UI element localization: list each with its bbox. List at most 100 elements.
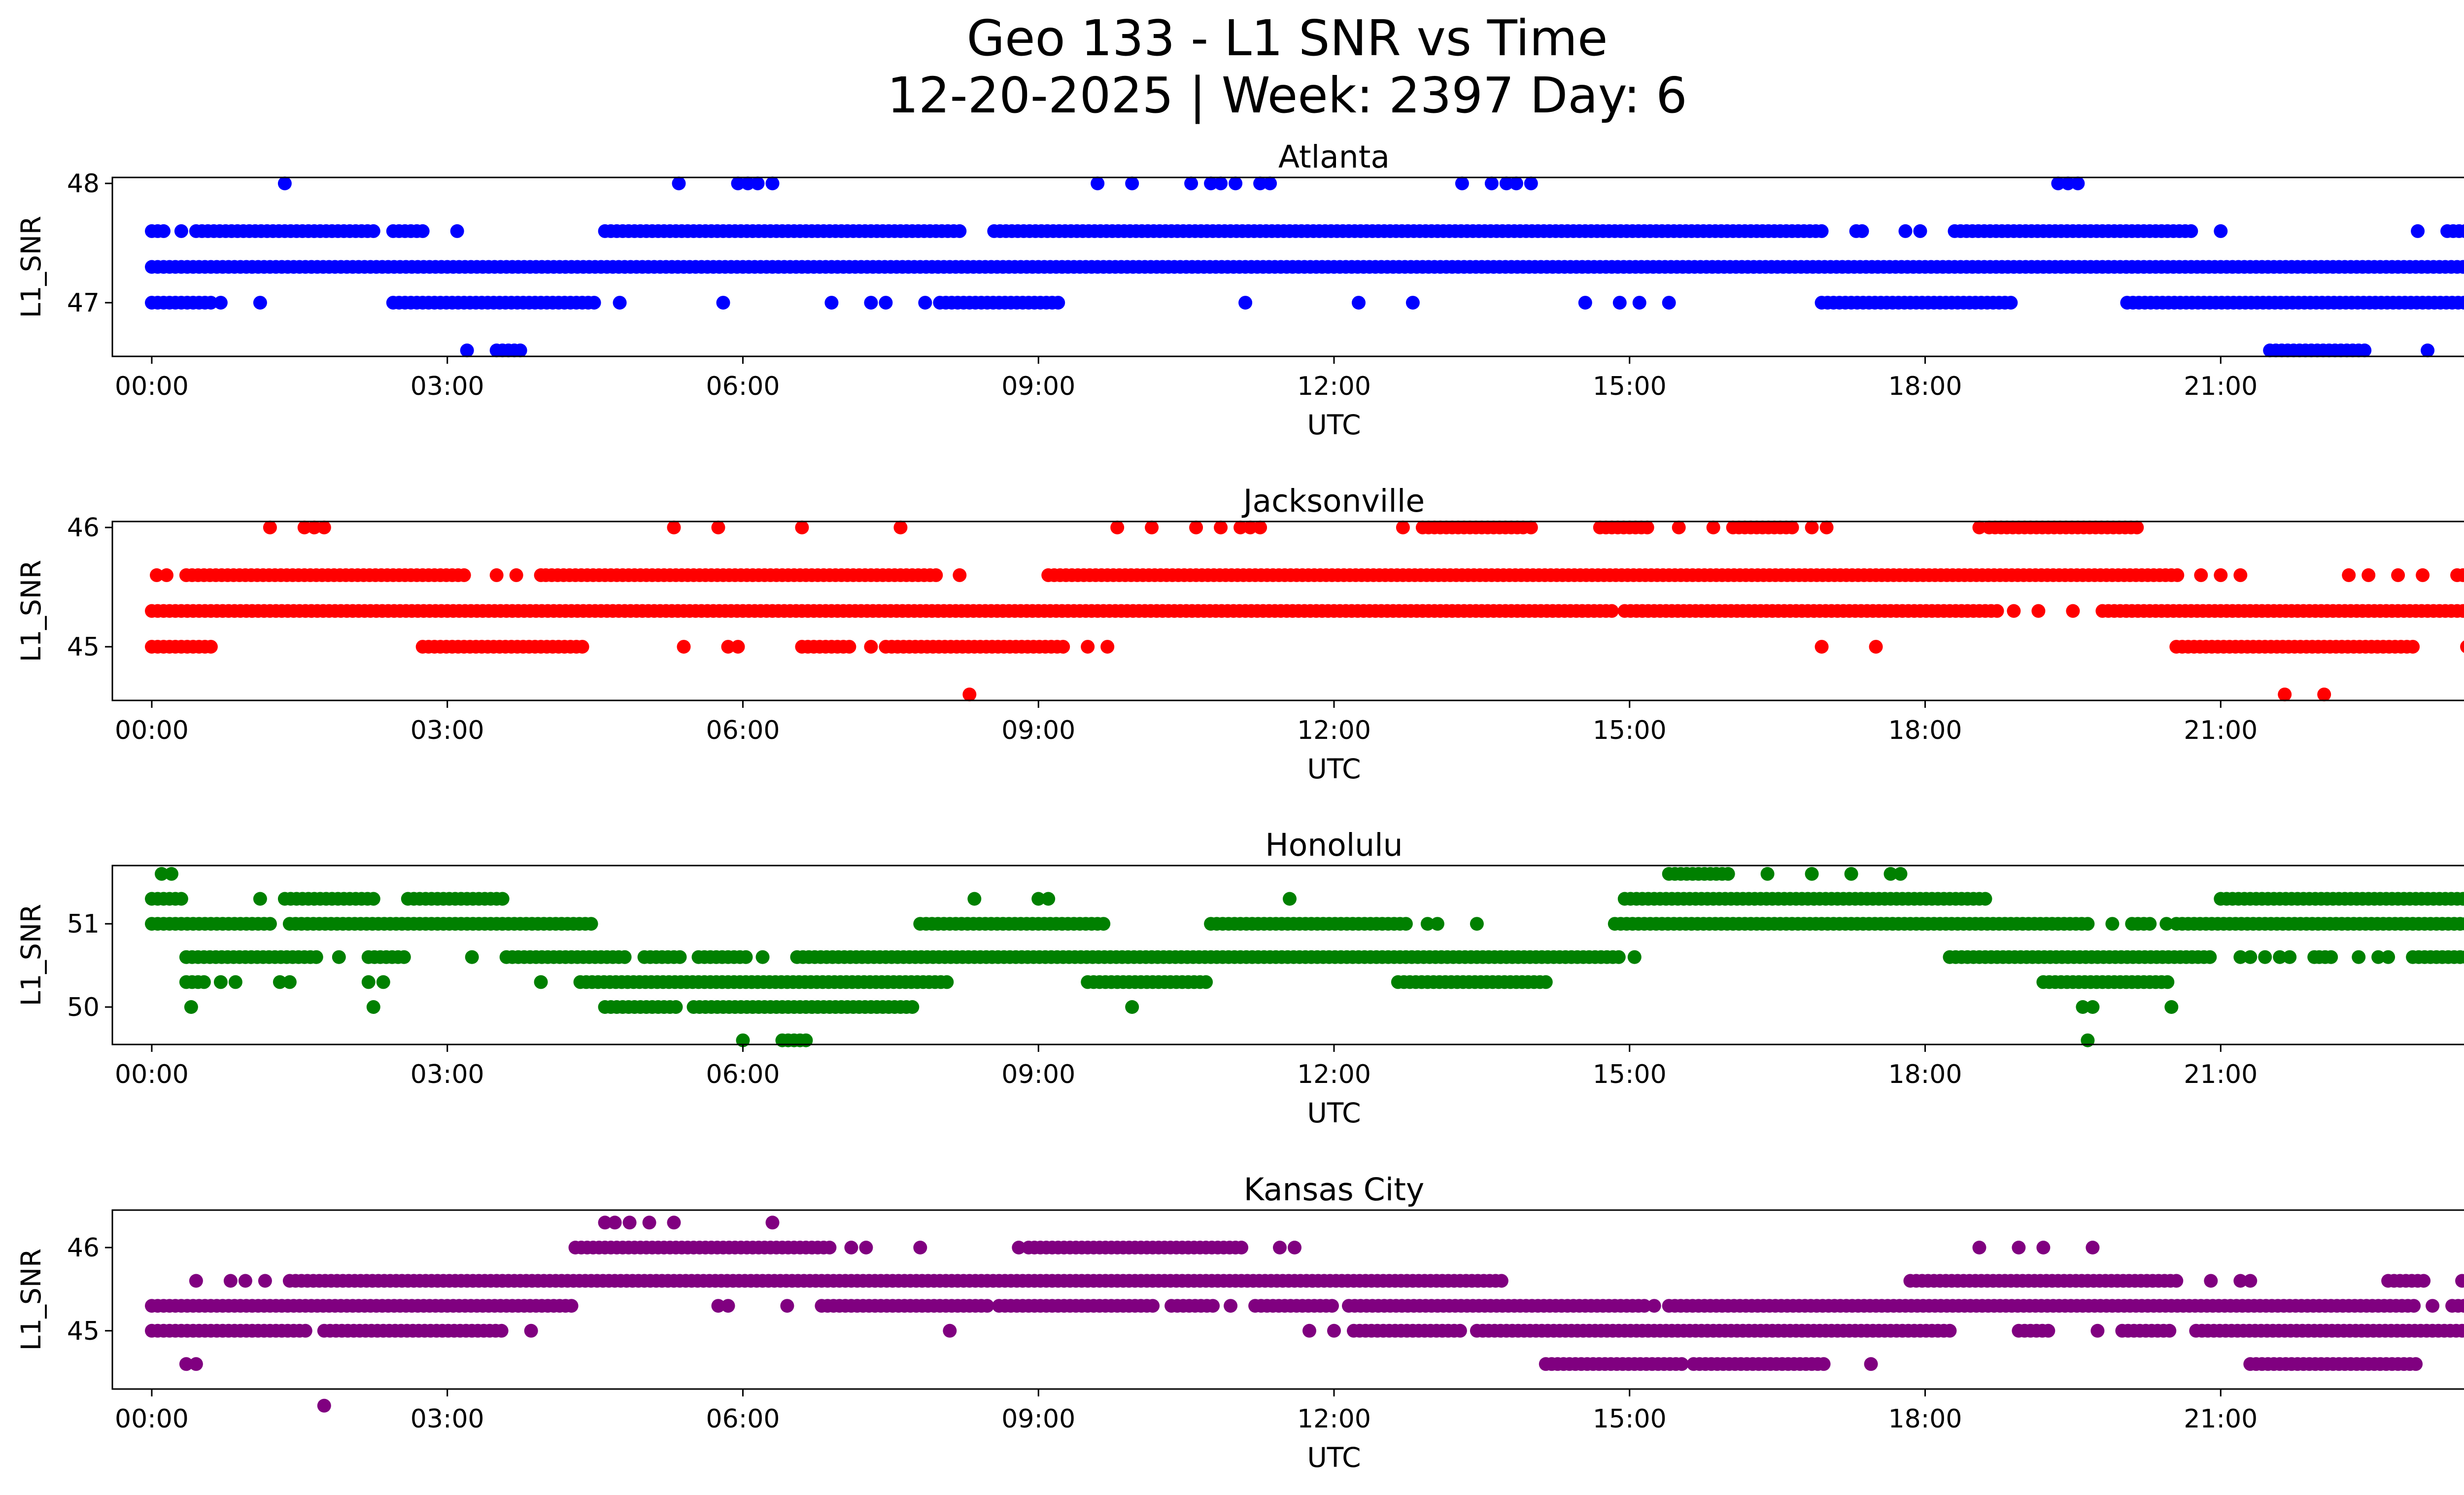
data-point [824,296,839,310]
data-point [1253,176,1267,191]
data-point [1539,975,1553,989]
data-point [613,296,627,310]
data-point [1091,176,1105,191]
data-point [2258,950,2272,964]
data-point [2456,604,2464,618]
data-point [2352,950,2366,964]
data-point [1972,1241,1986,1254]
data-point [524,1323,538,1338]
data-point [366,892,380,906]
subplot-title: Honolulu [1265,827,1403,863]
data-point [1972,521,1986,535]
data-point [1263,176,1277,191]
data-point [967,892,982,906]
data-point [534,568,548,582]
data-point [2426,1299,2440,1313]
data-point [1214,176,1228,191]
x-tick-label: 15:00 [1593,372,1667,401]
y-tick-label: 51 [67,909,100,939]
data-point [1814,224,1829,238]
data-point [943,1323,957,1338]
data-point [157,224,171,238]
data-point [2457,1299,2464,1313]
data-point [1898,224,1913,238]
data-point [905,1000,920,1014]
data-point [2459,917,2464,931]
data-point [1081,640,1095,654]
scatter-series [145,1216,2464,1413]
data-point [160,568,173,582]
y-tick-label: 46 [67,513,100,543]
data-point [1883,867,1898,881]
data-point [223,1274,238,1288]
subplot-2: Honolulu 00:00 03:00 06:00 09:00 12:00 15:00 18… [15,827,2464,1129]
data-point [673,950,687,964]
data-point [282,975,297,989]
data-point [2061,176,2075,191]
data-point [361,975,376,989]
x-tick-label: 06:00 [706,1404,780,1434]
data-point [174,224,188,238]
data-point [667,1216,681,1230]
figure-title-line1: Geo 133 - L1 SNR vs Time [967,9,1608,67]
data-point [1675,1357,1689,1371]
subplot-1: Jacksonville 00:00 03:00 06:00 09:00 12:00 15:… [15,483,2464,785]
data-point [721,1299,735,1313]
data-point [189,1357,203,1371]
data-point [1627,950,1642,964]
subplot-0: Atlanta 00:00 03:00 06:00 09:00 12:00 15:00 18:… [15,139,2464,441]
data-point [2170,568,2185,582]
x-tick-label: 09:00 [1001,1060,1075,1089]
data-point [1041,892,1056,906]
data-point [2460,640,2464,653]
x-tick-label: 03:00 [411,1060,484,1089]
data-point [1978,892,1992,906]
data-point [2406,640,2420,654]
data-point [765,176,780,191]
data-point [2071,176,2085,191]
data-point [204,296,218,310]
x-tick-label: 21:00 [2184,372,2258,401]
data-point [1814,640,1829,654]
data-point [739,950,753,964]
data-point [617,950,632,964]
data-point [1224,1299,1238,1313]
data-point [189,1274,203,1288]
data-point [273,975,287,989]
data-point [844,1241,858,1254]
x-tick-label: 00:00 [115,1060,189,1089]
data-point [755,950,770,964]
data-point [2243,1274,2258,1288]
data-point [1430,917,1444,931]
data-point [2307,950,2322,964]
data-point [213,975,228,989]
x-tick-label: 18:00 [1888,716,1962,745]
data-point [711,1299,725,1313]
data-point [1234,1241,1249,1254]
data-point [780,1299,794,1313]
data-point [2214,224,2228,238]
data-point [1214,521,1228,535]
data-point [1056,640,1070,654]
data-point [2159,917,2174,931]
data-point [2455,1274,2464,1288]
data-point [721,640,735,654]
data-point [1662,296,1676,310]
data-point [1578,296,1592,310]
data-point [298,1323,312,1338]
data-point [1125,176,1139,191]
data-point [1943,1323,1957,1338]
x-tick-label: 06:00 [706,716,780,745]
y-axis-label: L1_SNR [15,904,47,1006]
y-tick-label: 47 [67,288,100,318]
data-point [228,975,242,989]
data-point [2203,950,2217,964]
y-axis-label: L1_SNR [15,560,47,662]
data-point [213,296,228,310]
data-point [1243,521,1258,535]
data-point [465,950,479,964]
data-point [1869,640,1883,654]
data-point [489,568,504,582]
data-point [2409,1357,2423,1371]
